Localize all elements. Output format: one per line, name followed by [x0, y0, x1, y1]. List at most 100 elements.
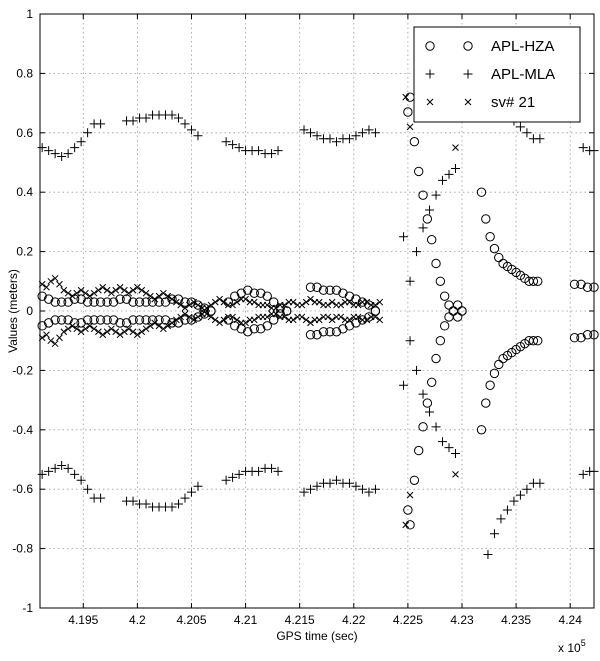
data-point [324, 301, 332, 309]
data-point [403, 505, 413, 515]
data-point [73, 289, 81, 297]
data-point [154, 297, 164, 307]
data-point [589, 146, 599, 156]
data-point [141, 315, 151, 325]
data-point [515, 122, 525, 132]
data-point [489, 529, 499, 539]
data-point [344, 291, 355, 301]
data-point [405, 276, 415, 286]
data-point [331, 137, 341, 147]
y-tick-label: 0.4 [16, 185, 33, 199]
data-point [228, 140, 238, 150]
legend-label: APL-HZA [491, 38, 554, 55]
data-point [177, 301, 185, 309]
data-point [242, 319, 249, 327]
data-point [263, 301, 271, 309]
data-point [476, 425, 487, 435]
data-point [51, 274, 59, 282]
data-point [528, 276, 539, 286]
data-point [168, 295, 176, 303]
data-point [444, 443, 454, 453]
data-point [50, 297, 60, 307]
data-point [363, 298, 371, 306]
data-point [451, 163, 460, 173]
data-point [346, 298, 353, 306]
data-point [142, 289, 150, 297]
data-point [451, 449, 460, 459]
data-point [147, 292, 154, 300]
data-point [44, 146, 54, 156]
data-point [138, 286, 146, 294]
data-point [185, 301, 193, 309]
data-point [578, 143, 588, 153]
y-axis-label: Values (meters) [6, 269, 20, 353]
data-point [412, 365, 422, 375]
data-point [172, 316, 180, 324]
data-point [351, 131, 361, 141]
data-point [281, 301, 288, 309]
data-point [141, 499, 151, 509]
data-point [155, 322, 163, 330]
data-point [95, 315, 106, 325]
data-point [47, 277, 55, 285]
data-point [151, 295, 159, 303]
data-point [147, 322, 154, 330]
data-point [262, 291, 272, 301]
data-point [289, 316, 297, 324]
y-tick-label: 0.2 [16, 245, 33, 259]
y-tick-label: -1 [22, 601, 33, 615]
data-point [337, 301, 345, 309]
data-point [151, 319, 159, 327]
x-axis-label: GPS time (sec) [276, 629, 357, 643]
data-point [272, 310, 280, 318]
data-point [331, 327, 342, 337]
data-point [73, 325, 81, 333]
data-point [64, 325, 72, 333]
data-point [346, 316, 353, 324]
data-point [272, 304, 280, 312]
data-point [83, 128, 93, 138]
data-point [69, 292, 76, 300]
x-tick-label: 4.195 [68, 613, 98, 627]
data-point [483, 550, 493, 560]
legend-label: sv# 21 [491, 94, 535, 111]
data-point [535, 134, 545, 144]
data-point [312, 481, 322, 491]
legend-marker [425, 69, 435, 79]
x-axis-multiplier-exponent: 5 [581, 638, 586, 648]
data-point [228, 472, 238, 482]
data-point [569, 279, 580, 289]
data-point [299, 125, 309, 135]
data-point [351, 481, 361, 491]
data-point [357, 484, 367, 494]
data-point [263, 313, 271, 321]
data-point [502, 505, 512, 515]
data-point [221, 475, 231, 485]
data-point [306, 128, 316, 138]
data-point [406, 491, 414, 499]
data-point [533, 336, 543, 346]
data-point [589, 330, 599, 340]
data-point [452, 300, 463, 310]
data-point [405, 336, 415, 346]
data-point [37, 469, 47, 479]
data-point [125, 325, 133, 333]
data-point [76, 318, 86, 328]
data-point [180, 493, 190, 503]
data-point [190, 316, 198, 324]
data-point [95, 328, 102, 336]
data-point [142, 325, 150, 333]
data-point [116, 331, 124, 339]
data-point [43, 318, 54, 328]
data-point [203, 310, 210, 318]
data-point [167, 110, 177, 120]
data-point [569, 333, 580, 343]
data-point [344, 478, 354, 488]
data-point [418, 190, 428, 200]
data-point [399, 232, 409, 242]
data-point [399, 380, 409, 390]
data-point [412, 247, 422, 257]
data-point [439, 321, 450, 331]
data-point [56, 334, 63, 342]
series-2 [38, 93, 459, 529]
